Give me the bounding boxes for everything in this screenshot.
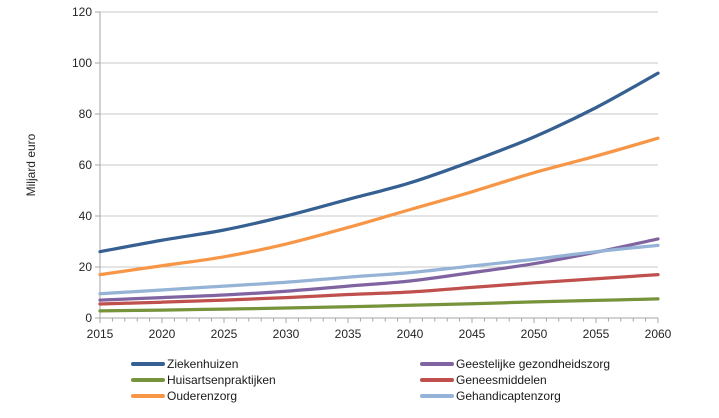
x-tick-label: 2055	[582, 327, 610, 341]
y-tick-label: 80	[78, 107, 92, 121]
legend-item-huisartsenpraktijken: Huisartsenpraktijken	[131, 372, 276, 388]
legend-label: Gehandicaptenzorg	[456, 389, 561, 403]
legend-label: Ouderenzorg	[167, 389, 238, 403]
series-line-geestelijke-gezondheidszorg	[98, 237, 660, 302]
legend-item-gehandicaptenzorg: Gehandicaptenzorg	[420, 388, 610, 404]
x-tick-label: 2035	[334, 327, 362, 341]
x-tick-label: 2025	[210, 327, 238, 341]
legend-column-right: Geestelijke gezondheidszorg Geneesmiddel…	[420, 356, 610, 404]
line-swatch-icon	[131, 362, 165, 366]
line-swatch-icon	[131, 378, 165, 382]
line-swatch-icon	[420, 394, 454, 398]
legend-label: Geneesmiddelen	[456, 373, 547, 387]
x-tick-label: 2050	[520, 327, 548, 341]
y-tick-label: 120	[71, 5, 92, 19]
x-tick-label: 2060	[644, 327, 672, 341]
line-swatch-icon	[420, 362, 454, 366]
line-swatch-icon	[420, 378, 454, 382]
x-tick-label: 2030	[272, 327, 300, 341]
y-tick-label: 40	[78, 209, 92, 223]
legend-column-left: Ziekenhuizen Huisartsenpraktijken Oudere…	[131, 356, 276, 404]
x-tick-label: 2020	[148, 327, 176, 341]
legend-label: Geestelijke gezondheidszorg	[456, 357, 611, 371]
series-line-gehandicaptenzorg	[98, 243, 660, 296]
legend: Ziekenhuizen Huisartsenpraktijken Oudere…	[0, 356, 719, 410]
line-swatch-icon	[131, 394, 165, 398]
series-line-ziekenhuizen	[98, 71, 660, 254]
y-tick-label: 0	[85, 311, 92, 325]
legend-item-ouderenzorg: Ouderenzorg	[131, 388, 276, 404]
x-tick-label: 2045	[458, 327, 486, 341]
series-line-ouderenzorg	[98, 136, 660, 277]
legend-label: Huisartsenpraktijken	[167, 373, 276, 387]
y-tick-label: 60	[78, 158, 92, 172]
y-tick-label: 20	[78, 260, 92, 274]
x-tick-label: 2015	[86, 327, 114, 341]
x-tick-label: 2040	[396, 327, 424, 341]
series-line-geneesmiddelen	[98, 273, 660, 306]
legend-item-geestelijke-gezondheidszorg: Geestelijke gezondheidszorg	[420, 356, 610, 372]
legend-item-geneesmiddelen: Geneesmiddelen	[420, 372, 610, 388]
legend-item-ziekenhuizen: Ziekenhuizen	[131, 356, 276, 372]
series-line-huisartsenpraktijken	[98, 297, 660, 313]
legend-label: Ziekenhuizen	[167, 357, 239, 371]
y-tick-label: 100	[71, 56, 92, 70]
